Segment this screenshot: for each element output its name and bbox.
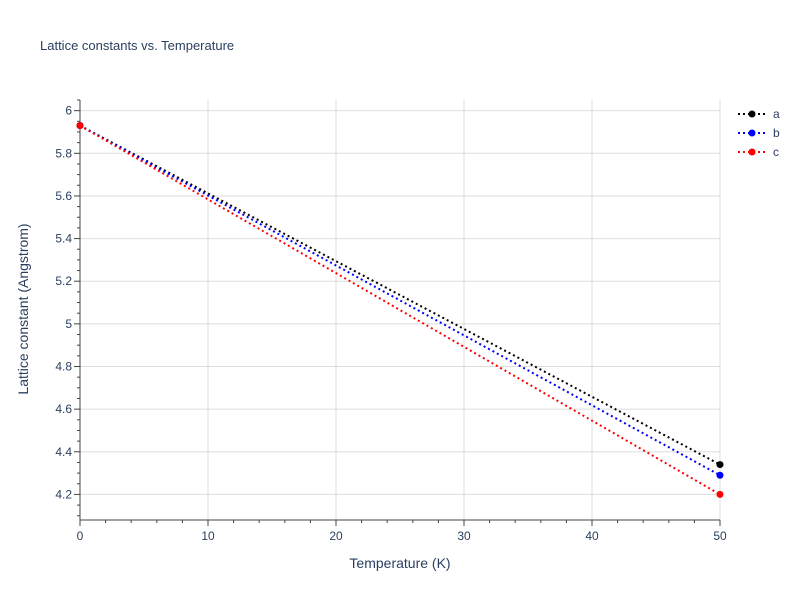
y-tick-label: 5: [65, 317, 72, 331]
tick-labels: 0 10 20 30 40 50 4.2 4.4 4.6 4.8 5 5.2 5.4 5.6 5.8 6: [55, 99, 727, 543]
y-axis-title: Lattice constant (Angstrom): [15, 223, 31, 394]
y-tick-label: 5.4: [55, 232, 72, 246]
y-tick-label: 4.8: [55, 359, 72, 373]
legend-item-c[interactable]: c: [738, 145, 779, 159]
x-tick-label: 40: [585, 529, 599, 543]
legend-swatch-marker: [748, 129, 756, 137]
y-tick-label: 5.2: [55, 274, 72, 288]
x-axis-title: Temperature (K): [349, 555, 450, 571]
legend-label: c: [773, 145, 779, 159]
series-line-c: [79, 124, 721, 496]
series-line-b: [79, 124, 721, 477]
gridlines: [80, 100, 721, 520]
x-tick-label: 20: [329, 529, 343, 543]
data-point-a: [716, 461, 724, 469]
series-line-a: [79, 124, 721, 466]
legend-item-a[interactable]: a: [738, 107, 780, 121]
series-lines: [76, 122, 724, 498]
axes: [79, 100, 720, 521]
x-tick-label: 30: [457, 529, 471, 543]
y-tick-label: 4.2: [55, 487, 72, 501]
x-tick-label: 50: [713, 529, 727, 543]
data-point-c: [76, 122, 84, 130]
legend-item-b[interactable]: b: [738, 126, 780, 140]
legend-swatch-marker: [748, 110, 756, 118]
data-point-b: [716, 471, 724, 479]
y-tick-label: 5.6: [55, 189, 72, 203]
legend-swatch-marker: [748, 148, 756, 156]
data-point-c: [716, 490, 724, 498]
chart-title: Lattice constants vs. Temperature: [40, 38, 234, 53]
y-tick-label: 6: [65, 104, 72, 118]
x-tick-label: 0: [77, 529, 84, 543]
legend[interactable]: abc: [738, 107, 780, 159]
x-tick-label: 10: [201, 529, 215, 543]
legend-label: a: [773, 107, 780, 121]
y-tick-label: 4.4: [55, 445, 72, 459]
y-tick-label: 4.6: [55, 402, 72, 416]
legend-label: b: [773, 126, 780, 140]
y-tick-label: 5.8: [55, 146, 72, 160]
